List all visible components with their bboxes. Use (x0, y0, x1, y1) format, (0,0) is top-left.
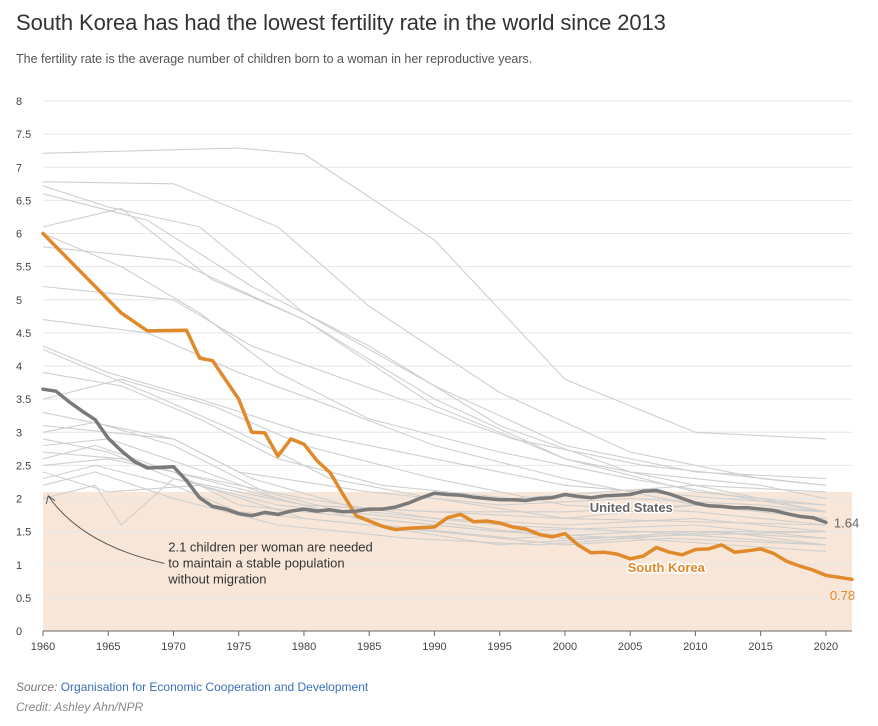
x-tick-label: 1970 (161, 641, 185, 653)
country-series-line (42, 181, 826, 486)
y-tick-label: 3.5 (16, 394, 31, 406)
x-tick-label: 1975 (226, 641, 250, 653)
country-series-line (42, 438, 826, 546)
credit-note: Credit: Ashley Ahn/NPR (16, 700, 144, 714)
x-tick-label: 1965 (96, 641, 120, 653)
x-tick-label: 1960 (31, 641, 55, 653)
y-tick-label: 6 (16, 229, 22, 241)
y-tick-label: 0.5 (16, 593, 31, 605)
x-tick-label: 2010 (683, 641, 707, 653)
country-series-line (42, 246, 826, 506)
south-korea-end-label: 0.78 (830, 588, 855, 603)
country-series-line (42, 348, 826, 526)
y-tick-label: 4.5 (16, 328, 31, 340)
y-tick-label: 6.5 (16, 195, 31, 207)
y-tick-label: 0 (16, 626, 22, 638)
south-korea-series-line (41, 231, 854, 582)
annotation-arrow (47, 495, 165, 564)
united-states-end-label: 1.64 (834, 515, 859, 530)
source-note: Source: Organisation for Economic Cooper… (16, 680, 368, 694)
annotation-text: to maintain a stable population (168, 556, 344, 571)
replacement-band (43, 491, 852, 631)
country-series-line (42, 285, 826, 486)
country-series-line (42, 471, 826, 546)
country-series-line (42, 207, 826, 493)
y-tick-label: 5.5 (16, 262, 31, 274)
united-states-series-line (41, 387, 828, 525)
annotation-text: without migration (167, 572, 266, 587)
x-tick-label: 2000 (553, 641, 577, 653)
x-tick-label: 2015 (748, 641, 772, 653)
country-series-line (42, 471, 826, 546)
x-tick-label: 2005 (618, 641, 642, 653)
south-korea-series-label: South Korea (628, 560, 706, 575)
country-series-line (42, 411, 826, 513)
x-tick-label: 1990 (422, 641, 446, 653)
y-tick-label: 7.5 (16, 129, 31, 141)
country-series-line (42, 378, 826, 526)
source-label: Source: (16, 680, 58, 694)
y-tick-label: 1 (16, 560, 22, 572)
y-tick-label: 1.5 (16, 527, 31, 539)
chart-subtitle: The fertility rate is the average number… (16, 52, 533, 66)
y-tick-label: 2 (16, 494, 22, 506)
country-series-line (42, 193, 827, 500)
annotation-text: 2.1 children per woman are needed (168, 540, 373, 555)
country-series-line (42, 147, 826, 440)
chart-title: South Korea has had the lowest fertility… (16, 10, 666, 35)
x-tick-label: 2020 (814, 641, 838, 653)
country-series-line (42, 345, 826, 506)
source-link[interactable]: Organisation for Economic Cooperation an… (60, 680, 369, 694)
x-tick-label: 1985 (357, 641, 381, 653)
y-tick-label: 4 (16, 361, 22, 373)
country-series-line (42, 425, 826, 533)
annotation-arrowhead (45, 495, 56, 504)
country-series-line (42, 232, 826, 513)
united-states-series-label: United States (590, 500, 673, 515)
x-tick-label: 1995 (487, 641, 511, 653)
y-tick-label: 7 (16, 162, 22, 174)
y-tick-label: 3 (16, 427, 22, 439)
x-tick-label: 1980 (292, 641, 316, 653)
y-tick-label: 8 (16, 96, 22, 108)
y-tick-label: 5 (16, 295, 22, 307)
y-tick-label: 2.5 (16, 460, 31, 472)
